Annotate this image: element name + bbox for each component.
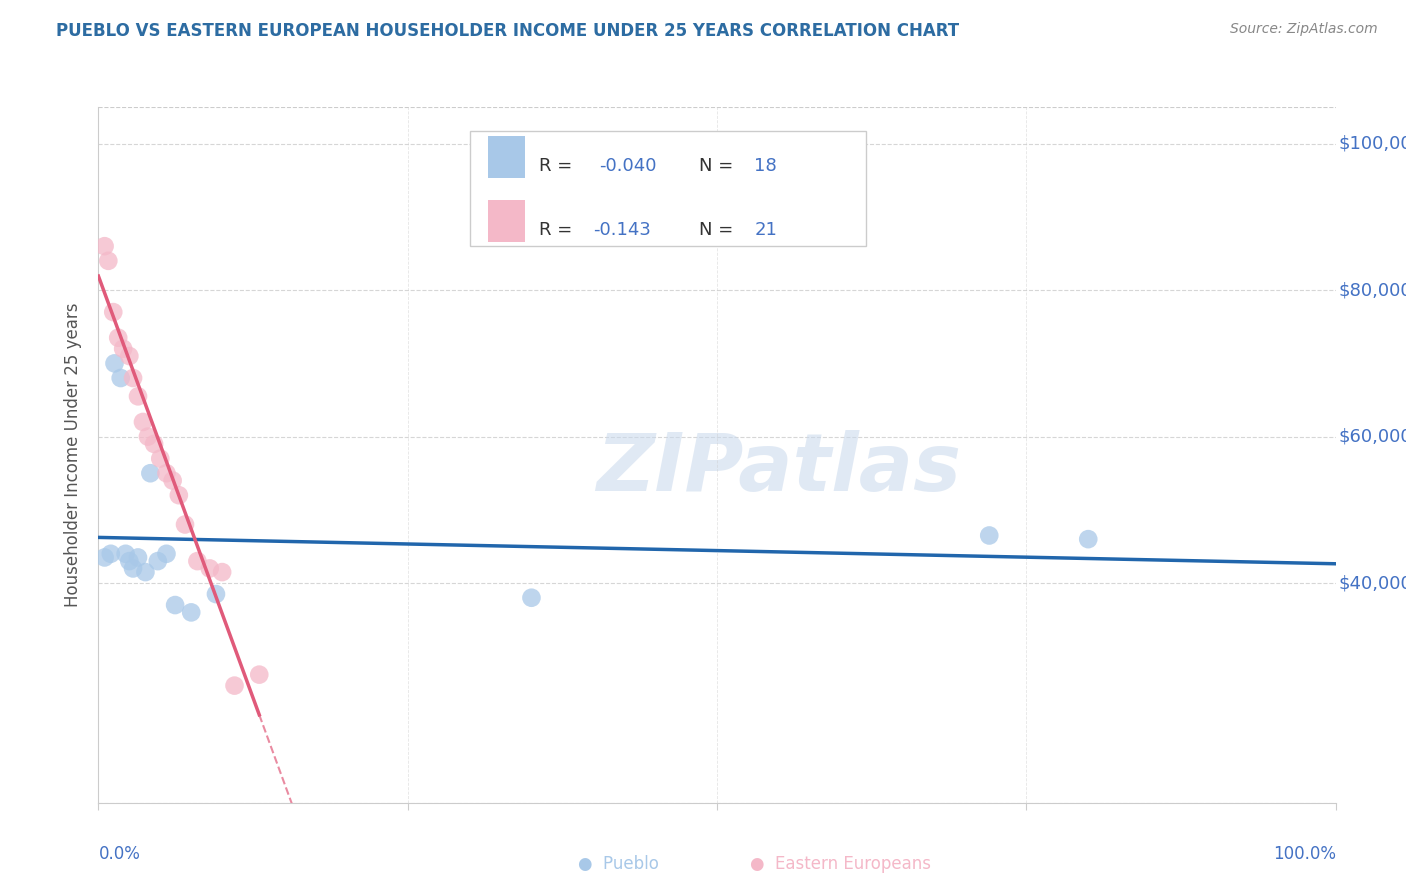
Point — [146, 554, 169, 568]
Point — [127, 550, 149, 565]
Point — [224, 679, 246, 693]
Point — [103, 356, 125, 370]
Text: R =: R = — [538, 157, 578, 175]
Text: N =: N = — [699, 157, 738, 175]
Text: -0.143: -0.143 — [593, 221, 651, 239]
Point — [155, 467, 177, 481]
Text: $100,000: $100,000 — [1339, 135, 1406, 153]
Text: 18: 18 — [754, 157, 778, 175]
Point — [103, 305, 125, 319]
Point — [112, 342, 135, 356]
Text: PUEBLO VS EASTERN EUROPEAN HOUSEHOLDER INCOME UNDER 25 YEARS CORRELATION CHART: PUEBLO VS EASTERN EUROPEAN HOUSEHOLDER I… — [56, 22, 959, 40]
Point — [132, 415, 155, 429]
Point — [174, 517, 197, 532]
Point — [97, 253, 120, 268]
Point — [136, 429, 159, 443]
Point — [186, 554, 208, 568]
Text: ●  Eastern Europeans: ● Eastern Europeans — [751, 855, 931, 873]
Point — [118, 349, 141, 363]
Point — [107, 331, 129, 345]
Point — [247, 667, 270, 681]
Bar — [488, 136, 526, 178]
Text: 0.0%: 0.0% — [98, 845, 141, 863]
Point — [205, 587, 228, 601]
Point — [143, 437, 166, 451]
Text: ●  Pueblo: ● Pueblo — [578, 855, 658, 873]
Text: 100.0%: 100.0% — [1272, 845, 1336, 863]
Point — [122, 371, 145, 385]
Point — [100, 547, 122, 561]
Point — [1077, 532, 1099, 546]
Text: $40,000: $40,000 — [1339, 574, 1406, 592]
Point — [149, 451, 172, 466]
Point — [180, 606, 202, 620]
Point — [93, 550, 115, 565]
Point — [162, 474, 184, 488]
Point — [155, 547, 177, 561]
Point — [198, 561, 221, 575]
Text: $80,000: $80,000 — [1339, 281, 1406, 299]
Point — [520, 591, 543, 605]
Point — [114, 547, 136, 561]
Text: -0.040: -0.040 — [599, 157, 657, 175]
Text: Source: ZipAtlas.com: Source: ZipAtlas.com — [1230, 22, 1378, 37]
Point — [167, 488, 190, 502]
Point — [139, 467, 162, 481]
FancyBboxPatch shape — [470, 131, 866, 246]
Point — [165, 598, 187, 612]
Point — [979, 528, 1001, 542]
Text: N =: N = — [699, 221, 738, 239]
Text: ZIPatlas: ZIPatlas — [596, 430, 962, 508]
Point — [127, 389, 149, 403]
Text: $60,000: $60,000 — [1339, 427, 1406, 446]
Point — [93, 239, 115, 253]
Point — [211, 565, 233, 579]
Point — [122, 561, 145, 575]
Point — [118, 554, 141, 568]
Text: R =: R = — [538, 221, 578, 239]
Point — [134, 565, 156, 579]
Y-axis label: Householder Income Under 25 years: Householder Income Under 25 years — [65, 302, 83, 607]
Text: 21: 21 — [754, 221, 778, 239]
Point — [110, 371, 132, 385]
Bar — [488, 201, 526, 242]
